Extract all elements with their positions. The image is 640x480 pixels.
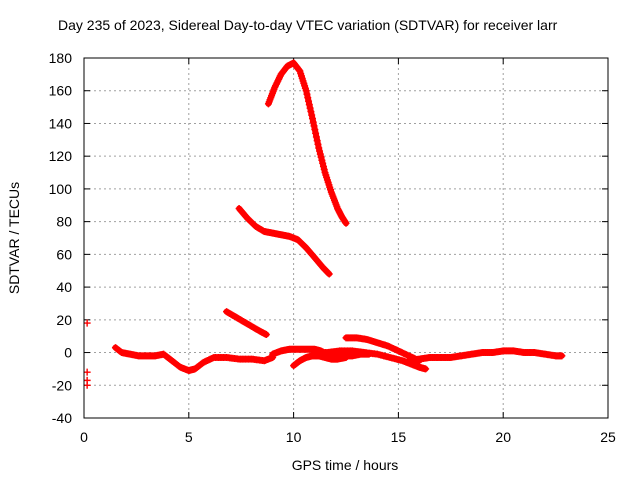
data-point xyxy=(320,165,328,173)
data-point xyxy=(308,111,316,119)
x-tick-label: 5 xyxy=(185,429,193,445)
y-tick-label: 140 xyxy=(49,115,73,131)
data-point xyxy=(342,353,350,361)
data-point xyxy=(319,162,327,170)
y-tick-label: 160 xyxy=(49,83,73,99)
series-trace xyxy=(236,205,333,277)
data-point xyxy=(311,126,319,134)
data-point xyxy=(83,368,91,376)
data-point xyxy=(318,156,326,164)
data-point xyxy=(312,133,320,141)
data-point xyxy=(309,118,317,126)
data-point xyxy=(324,269,332,277)
y-tick-label: 100 xyxy=(49,181,73,197)
y-tick-label: 0 xyxy=(64,345,72,361)
y-tick-label: 60 xyxy=(56,246,72,262)
y-axis-label: SDTVAR / TECUs xyxy=(6,182,22,294)
y-tick-label: 40 xyxy=(56,279,72,295)
data-point xyxy=(315,144,323,152)
axis-ticks: 0 5 10 15 20 25 -40 -20 0 20 40 60 80 100 120 140 160 180 xyxy=(49,50,616,445)
x-tick-label: 10 xyxy=(286,429,302,445)
data-point xyxy=(325,270,333,278)
y-tick-label: -20 xyxy=(52,377,72,393)
y-tick-label: -40 xyxy=(52,410,72,426)
data-point xyxy=(83,319,91,327)
data-point xyxy=(312,129,320,137)
data-marks xyxy=(83,59,566,389)
data-point xyxy=(295,66,303,74)
data-point xyxy=(83,381,91,389)
x-tick-label: 15 xyxy=(391,429,407,445)
data-point xyxy=(314,140,322,148)
data-point xyxy=(558,352,566,360)
series-baseline-late-c xyxy=(405,347,566,365)
x-tick-label: 20 xyxy=(495,429,511,445)
y-tick-label: 20 xyxy=(56,312,72,328)
series-outliers-start xyxy=(83,319,91,389)
data-point xyxy=(262,331,270,339)
series-arc-low xyxy=(223,308,270,339)
data-point xyxy=(307,108,315,116)
chart-title: Day 235 of 2023, Sidereal Day-to-day VTE… xyxy=(58,17,558,33)
series-arc-high xyxy=(264,59,350,227)
data-point xyxy=(305,97,313,105)
data-point xyxy=(313,137,321,145)
y-tick-label: 120 xyxy=(49,148,73,164)
series-arc-mid xyxy=(235,205,333,278)
data-point xyxy=(317,153,325,161)
y-tick-label: 80 xyxy=(56,214,72,230)
plot-frame xyxy=(83,57,609,419)
data-point xyxy=(342,219,350,227)
series-baseline-early xyxy=(111,344,277,375)
x-tick-label: 25 xyxy=(600,429,616,445)
y-tick-label: 180 xyxy=(49,50,73,66)
data-point xyxy=(316,147,324,155)
x-axis-label: GPS time / hours xyxy=(292,457,399,473)
x-tick-label: 0 xyxy=(80,429,88,445)
data-point xyxy=(316,150,324,158)
data-point xyxy=(306,104,314,112)
data-point xyxy=(305,101,313,109)
data-point xyxy=(319,159,327,167)
data-point xyxy=(303,90,311,98)
data-point xyxy=(422,365,430,373)
data-point xyxy=(310,122,318,130)
data-point xyxy=(302,87,310,95)
data-point xyxy=(308,115,316,123)
grid-lines xyxy=(84,58,608,418)
data-point xyxy=(304,94,312,102)
